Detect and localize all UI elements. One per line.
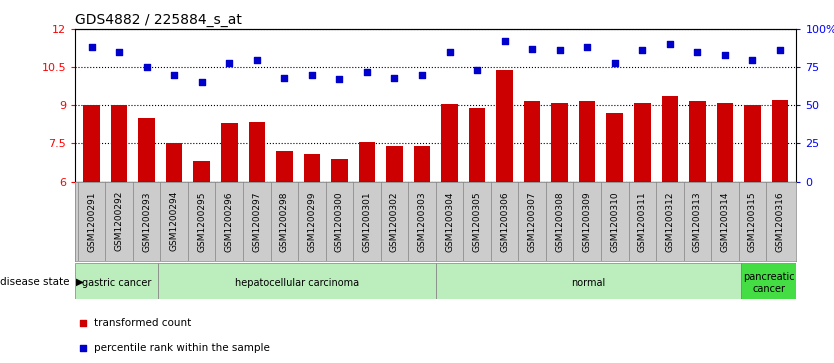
Point [773,48,786,53]
Point [250,57,264,62]
Bar [524,101,540,182]
Point [663,41,676,47]
Text: GSM1200312: GSM1200312 [666,191,675,252]
Point [608,60,621,65]
Bar [716,103,733,182]
Text: GSM1200291: GSM1200291 [87,191,96,252]
Text: GSM1200311: GSM1200311 [638,191,647,252]
Point [113,49,126,55]
Bar [744,105,761,182]
Point [168,72,181,78]
Bar [579,101,595,182]
Text: GSM1200303: GSM1200303 [418,191,426,252]
Bar [276,151,293,182]
Point [360,69,374,75]
Text: GSM1200300: GSM1200300 [335,191,344,252]
Text: GSM1200315: GSM1200315 [748,191,757,252]
Text: GSM1200295: GSM1200295 [197,191,206,252]
Bar [469,108,485,182]
Bar [359,142,375,182]
Point [525,46,539,52]
Bar [386,146,403,182]
Text: GSM1200299: GSM1200299 [308,191,316,252]
Text: GSM1200302: GSM1200302 [390,191,399,252]
Text: GSM1200310: GSM1200310 [610,191,619,252]
Bar [435,263,741,299]
Point [333,77,346,82]
Bar [741,263,796,299]
Point [278,75,291,81]
Point [691,49,704,55]
Bar [689,101,706,182]
Text: GSM1200309: GSM1200309 [583,191,591,252]
Point [77,320,90,326]
Text: GSM1200308: GSM1200308 [555,191,564,252]
Text: GSM1200305: GSM1200305 [473,191,481,252]
Bar [331,159,348,182]
Point [140,64,153,70]
Point [195,79,208,85]
Point [746,57,759,62]
Bar [441,104,458,182]
Text: GSM1200294: GSM1200294 [169,191,178,252]
Bar [414,146,430,182]
Text: GSM1200293: GSM1200293 [142,191,151,252]
Bar [158,263,435,299]
Point [580,44,594,50]
Text: pancreatic
cancer: pancreatic cancer [743,272,795,294]
Text: percentile rank within the sample: percentile rank within the sample [94,343,270,353]
Bar [221,123,238,182]
Text: GSM1200301: GSM1200301 [363,191,371,252]
Bar [496,70,513,182]
Point [415,72,429,78]
Point [388,75,401,81]
Point [498,38,511,44]
Point [718,52,731,58]
Text: GSM1200306: GSM1200306 [500,191,509,252]
Bar [75,263,158,299]
Text: GDS4882 / 225884_s_at: GDS4882 / 225884_s_at [75,13,242,26]
Bar [304,154,320,182]
Bar [551,103,568,182]
Text: normal: normal [571,278,605,288]
Point [553,48,566,53]
Text: GSM1200304: GSM1200304 [445,191,454,252]
Text: gastric cancer: gastric cancer [82,278,151,288]
Bar [661,97,678,182]
Text: GSM1200298: GSM1200298 [280,191,289,252]
Point [305,72,319,78]
Bar [249,122,265,182]
Point [77,345,90,351]
Point [470,67,484,73]
Text: GSM1200316: GSM1200316 [776,191,785,252]
Bar [771,100,788,182]
Bar [111,105,128,182]
Bar [166,143,183,182]
Bar [138,118,155,182]
Text: GSM1200307: GSM1200307 [528,191,536,252]
Text: GSM1200297: GSM1200297 [253,191,261,252]
Bar [634,103,651,182]
Bar [606,113,623,182]
Text: GSM1200313: GSM1200313 [693,191,702,252]
Point [223,60,236,65]
Bar [193,161,210,182]
Text: GSM1200296: GSM1200296 [224,191,234,252]
Text: hepatocellular carcinoma: hepatocellular carcinoma [235,278,359,288]
Point [636,48,649,53]
Text: GSM1200314: GSM1200314 [721,191,730,252]
Point [443,49,456,55]
Text: transformed count: transformed count [94,318,192,328]
Bar [83,105,100,182]
Text: disease state  ▶: disease state ▶ [0,276,84,286]
Text: GSM1200292: GSM1200292 [114,191,123,252]
Point [85,44,98,50]
